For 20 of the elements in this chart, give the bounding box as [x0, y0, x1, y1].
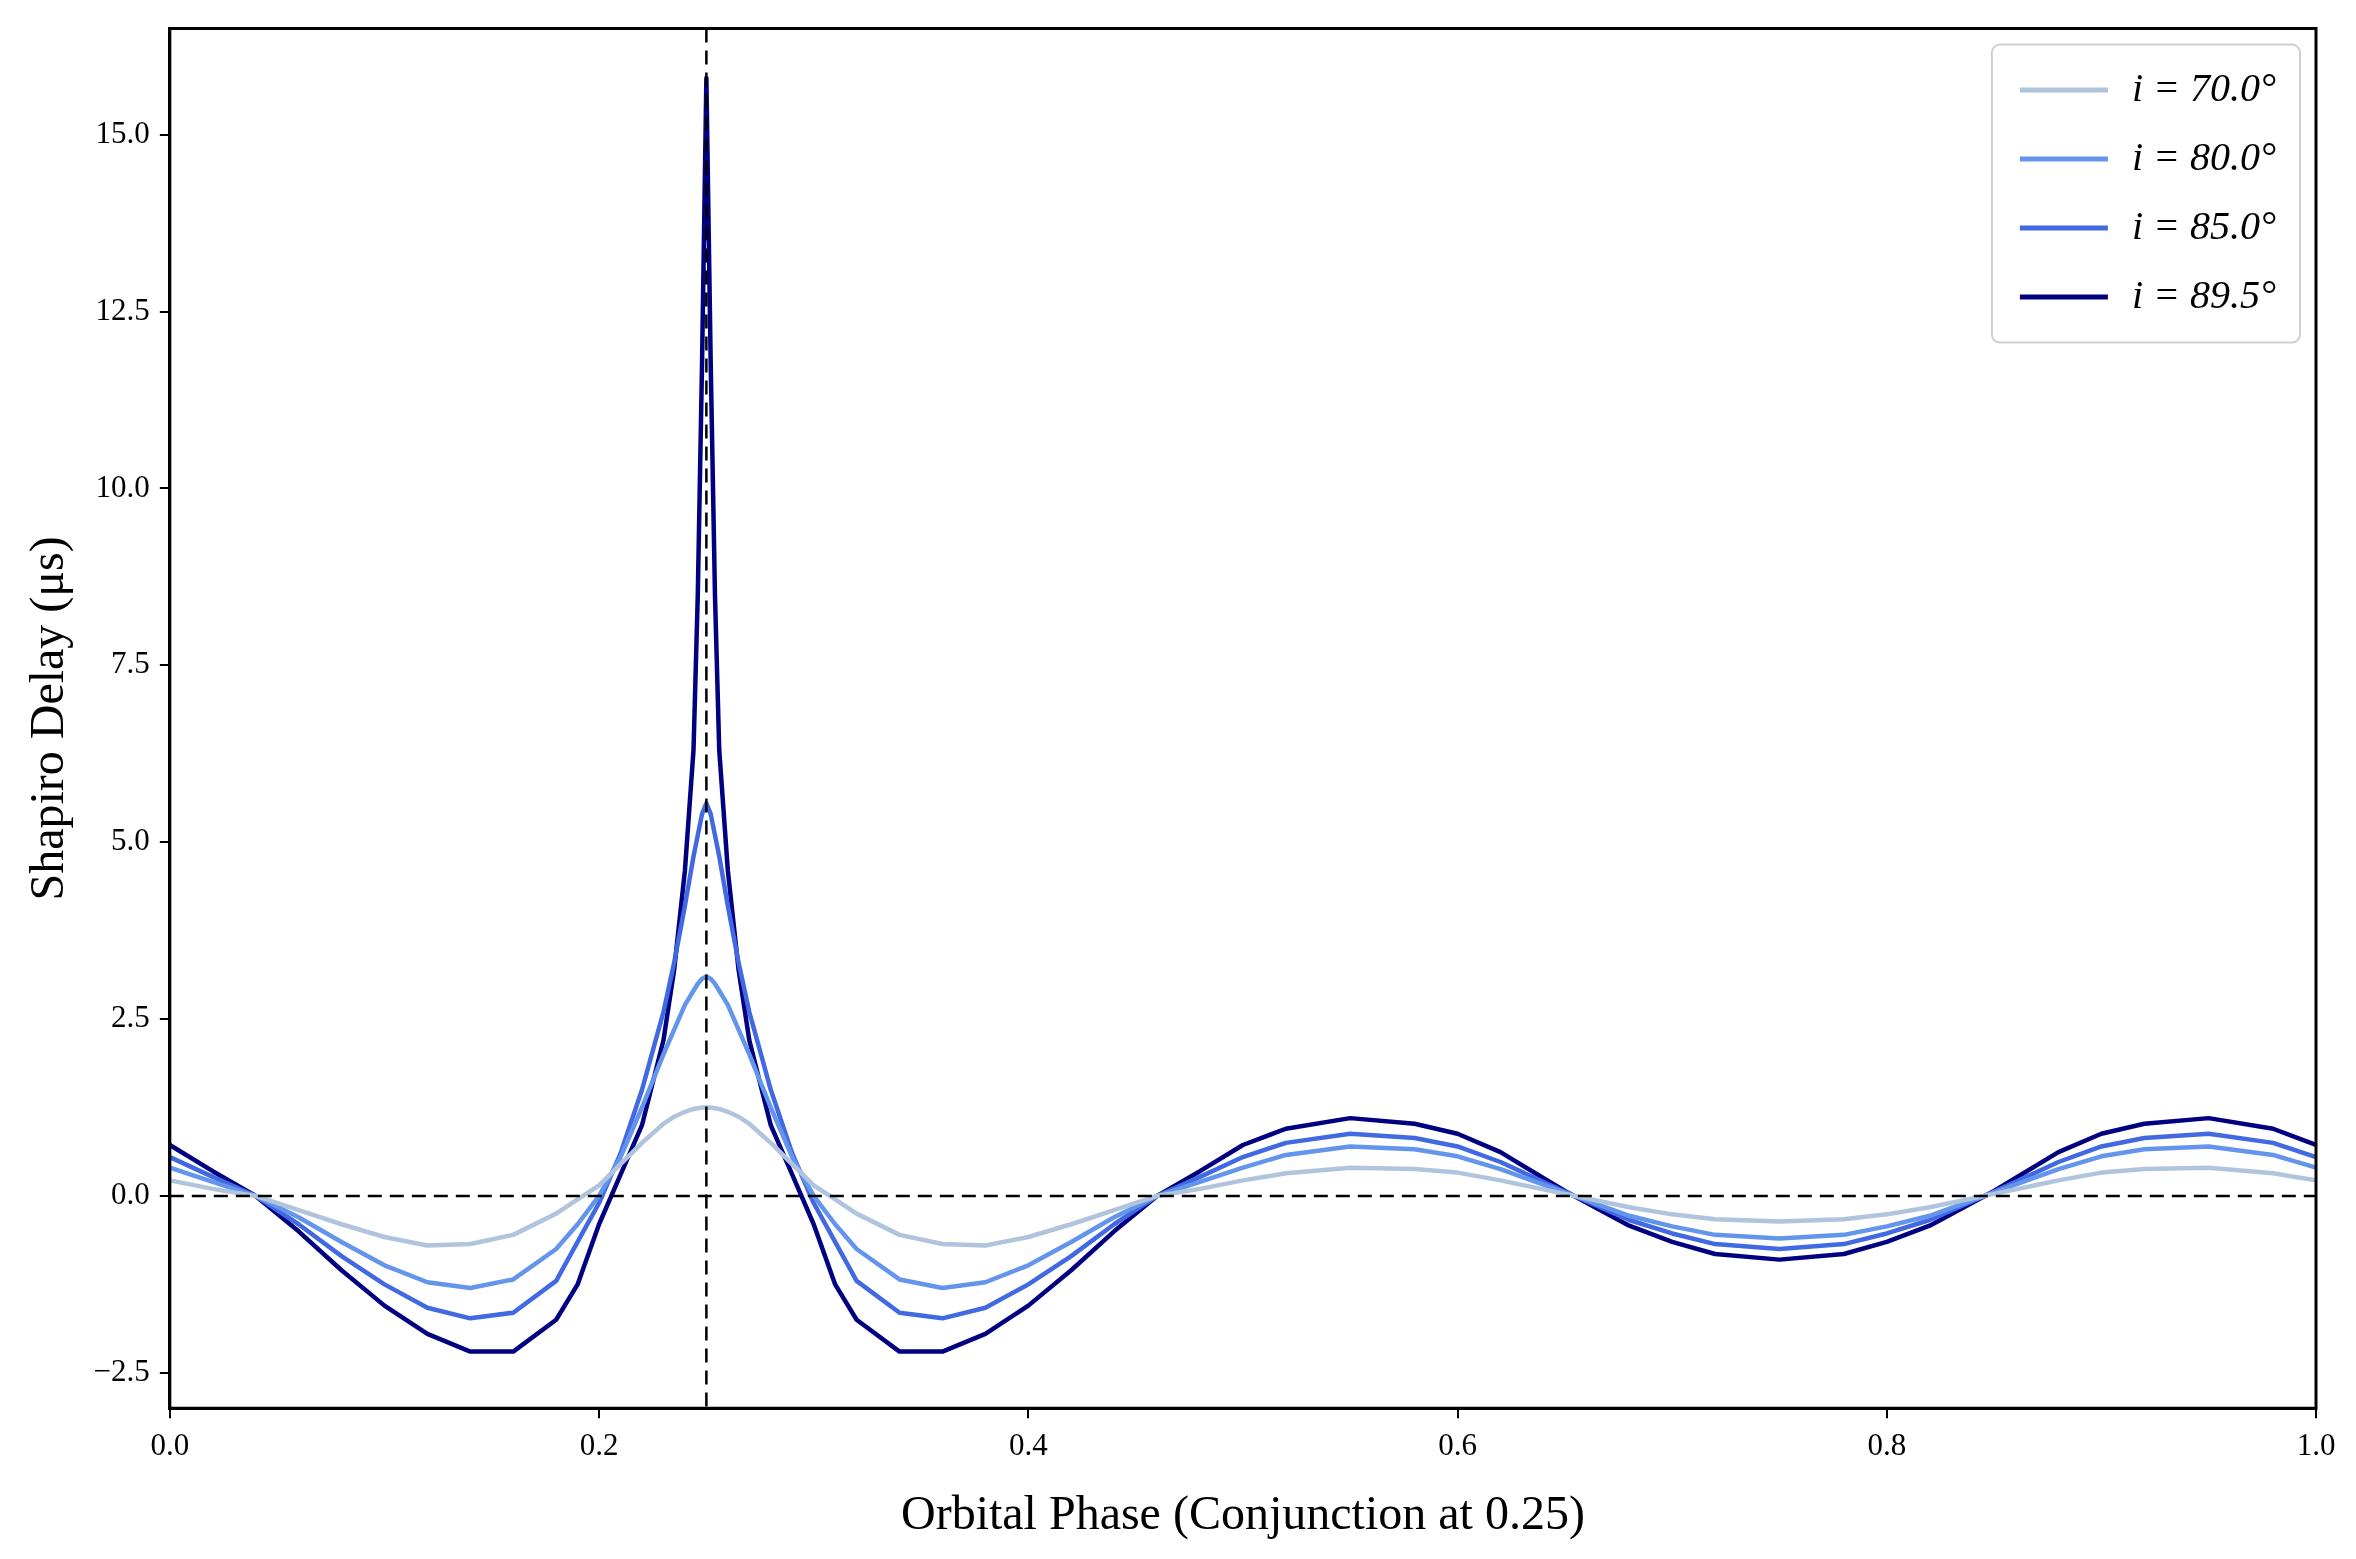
y-axis-title: Shapiro Delay (μs) [20, 536, 75, 901]
legend-label: i = 89.5° [2131, 271, 2277, 317]
y-tick-label: 2.5 [111, 999, 150, 1035]
legend-label: i = 70.0° [2131, 64, 2277, 110]
x-tick-label: 0.4 [1008, 1426, 1049, 1462]
x-tick-label: 0.0 [150, 1426, 190, 1462]
y-tick-label: 10.0 [95, 468, 150, 504]
x-axis-title: Orbital Phase (Conjunction at 0.25) [900, 1485, 1585, 1540]
y-tick-label: 15.0 [95, 114, 150, 150]
x-tick-label: 0.8 [1867, 1426, 1907, 1462]
x-tick-label: 0.2 [579, 1426, 619, 1462]
y-tick-label: −2.5 [93, 1352, 150, 1388]
y-tick-label: 5.0 [111, 822, 150, 858]
y-tick-label: 7.5 [111, 645, 150, 681]
y-tick-label: 12.5 [95, 291, 150, 327]
legend-label: i = 85.0° [2131, 202, 2277, 248]
x-tick-label: 0.6 [1438, 1426, 1477, 1462]
legend-label: i = 80.0° [2131, 133, 2277, 179]
y-tick-label: 0.0 [111, 1176, 150, 1212]
x-tick-label: 1.0 [2296, 1426, 2336, 1462]
